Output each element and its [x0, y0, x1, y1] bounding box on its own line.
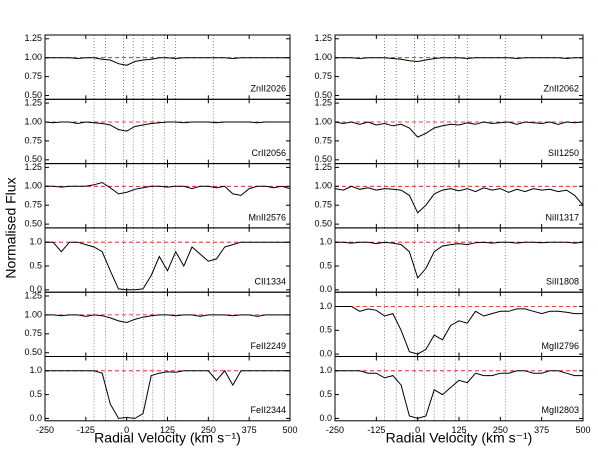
panel-label: FeII2249 — [250, 341, 286, 351]
y-tick-label: 0.5 — [319, 260, 332, 270]
x-tick-label: 250 — [201, 425, 216, 435]
y-tick-label: 1.00 — [24, 52, 42, 62]
y-tick-label: 1.25 — [314, 162, 332, 172]
y-tick-label: 1.00 — [314, 116, 332, 126]
y-tick-label: 1.0 — [29, 365, 42, 375]
x-tick-label: 125 — [160, 425, 175, 435]
y-tick-label: 1.0 — [29, 237, 42, 247]
y-tick-label: 1.0 — [319, 365, 332, 375]
y-tick-label: 0.50 — [314, 218, 332, 228]
y-tick-label: 1.25 — [24, 97, 42, 107]
y-tick-label: 0.50 — [314, 90, 332, 100]
spectrum — [335, 241, 584, 279]
x-tick-label: 0 — [415, 425, 420, 435]
y-tick-label: 0.75 — [24, 71, 42, 81]
y-tick-label: 0.0 — [319, 284, 332, 294]
y-tick-label: 0.50 — [24, 90, 42, 100]
x-tick-label: -125 — [77, 425, 95, 435]
y-tick-label: 1.00 — [24, 116, 42, 126]
y-tick-label: 0.0 — [29, 413, 42, 423]
y-tick-label: 1.25 — [314, 33, 332, 43]
x-axis-label: Radial Velocity (km s⁻¹) — [386, 430, 533, 446]
x-tick-label: 0 — [124, 425, 129, 435]
y-tick-label: 1.00 — [314, 52, 332, 62]
y-tick-label: 1.25 — [24, 162, 42, 172]
spectrum — [45, 369, 290, 419]
spectrum — [334, 185, 584, 214]
panel-label: NiII1317 — [545, 212, 579, 222]
panel-label: MgII2796 — [541, 341, 579, 351]
y-tick-label: 0.50 — [314, 154, 332, 164]
y-tick-label: 0.75 — [24, 328, 42, 338]
y-tick-label: 0.50 — [24, 154, 42, 164]
panel-label: MnII2576 — [248, 212, 286, 222]
x-tick-label: 500 — [282, 425, 297, 435]
y-tick-label: 1.0 — [319, 237, 332, 247]
panel-label: FeII2344 — [250, 405, 286, 415]
panel-frame — [334, 98, 584, 165]
y-tick-label: 1.00 — [24, 309, 42, 319]
spectrum — [335, 370, 583, 419]
y-tick-label: 0.5 — [29, 260, 42, 270]
x-tick-label: 500 — [575, 425, 590, 435]
y-tick-label: 0.75 — [314, 135, 332, 145]
spectrum — [335, 306, 583, 355]
y-tick-label: 0.75 — [314, 71, 332, 81]
y-tick-label: 1.25 — [24, 290, 42, 300]
y-tick-label: 0.75 — [314, 200, 332, 210]
y-tick-label: 0.0 — [29, 284, 42, 294]
y-tick-label: 0.5 — [319, 325, 332, 335]
spectrum — [334, 121, 584, 138]
panel-label: ZnII2062 — [543, 84, 579, 94]
y-tick-label: 1.00 — [24, 181, 42, 191]
panel-label: SII1250 — [548, 148, 579, 158]
spectrum — [335, 57, 583, 63]
spectrum — [44, 121, 290, 132]
spectrum — [45, 181, 291, 196]
x-axis-label: Radial Velocity (km s⁻¹) — [94, 430, 241, 446]
y-tick-label: 0.0 — [319, 413, 332, 423]
y-tick-label: 0.75 — [24, 135, 42, 145]
spectrum — [45, 57, 290, 66]
y-tick-label: 0.75 — [24, 200, 42, 210]
spectrum — [45, 241, 290, 291]
y-tick-label: 0.5 — [319, 389, 332, 399]
y-tick-label: 1.00 — [314, 181, 332, 191]
panel-frame — [44, 227, 291, 293]
y-tick-label: 1.25 — [314, 97, 332, 107]
panel-label: CrII2056 — [251, 148, 286, 158]
x-tick-label: 375 — [242, 425, 257, 435]
y-tick-label: 0.50 — [24, 347, 42, 357]
y-tick-label: 0.50 — [24, 218, 42, 228]
panel-label: ZnII2026 — [250, 84, 286, 94]
x-tick-label: -250 — [326, 425, 344, 435]
y-tick-label: 1.0 — [319, 301, 332, 311]
x-tick-label: -250 — [36, 425, 54, 435]
x-tick-label: -125 — [367, 425, 385, 435]
panel-label: MgII2803 — [541, 405, 579, 415]
y-tick-label: 1.25 — [24, 33, 42, 43]
y-tick-label: 0.5 — [29, 389, 42, 399]
x-tick-label: 250 — [493, 425, 508, 435]
panel-label: SiII1808 — [546, 277, 579, 287]
y-axis-label: Normalised Flux — [3, 177, 19, 278]
x-tick-label: 375 — [534, 425, 549, 435]
x-tick-label: 125 — [451, 425, 466, 435]
panel-label: CII1334 — [254, 277, 286, 287]
spectrum — [45, 314, 290, 324]
y-tick-label: 0.0 — [319, 348, 332, 358]
